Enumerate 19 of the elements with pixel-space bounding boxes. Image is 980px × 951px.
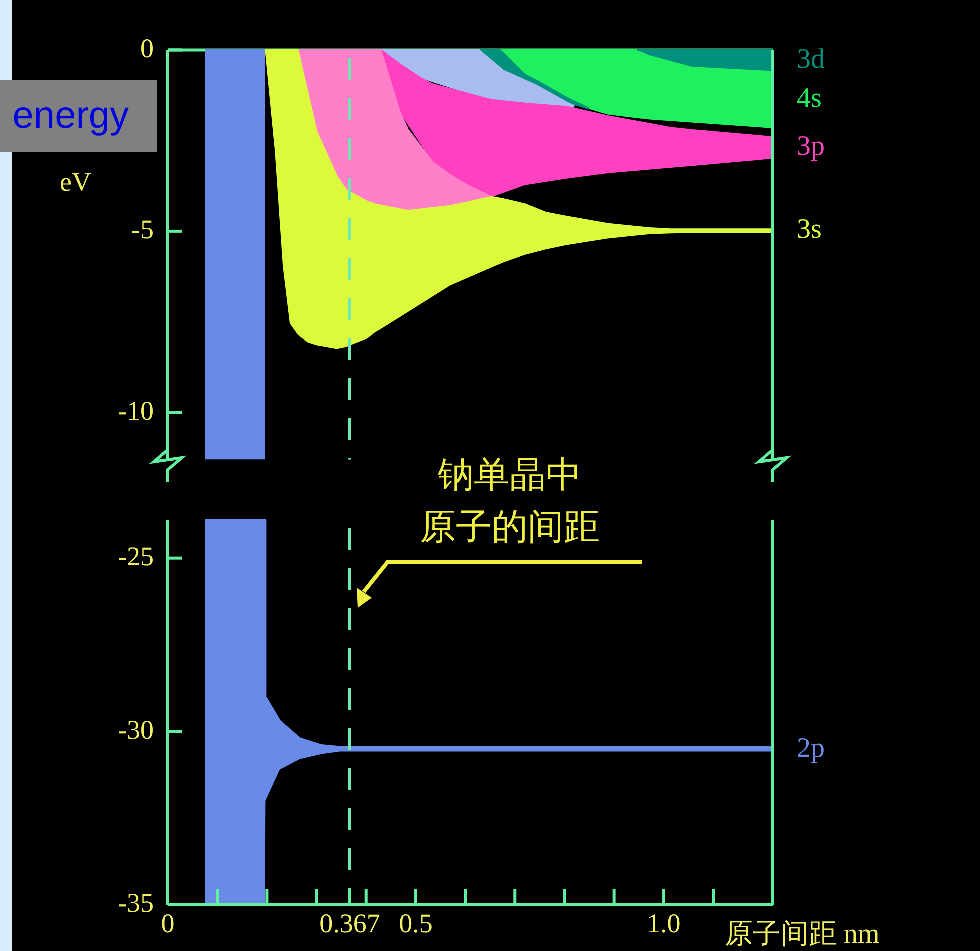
series-label: 4s [797, 82, 822, 115]
y-tick-label: -30 [118, 714, 154, 745]
y-axis-title: eV [60, 167, 92, 198]
x-tick-label: 0.5 [399, 908, 433, 938]
y-tick-label: -10 [118, 396, 154, 426]
y-tick-label: -25 [118, 541, 154, 572]
x-tick-label: 1.0 [647, 908, 681, 938]
ref-line-label: 钠单晶中原子的间距 [420, 455, 600, 548]
y-tick-label: -35 [118, 888, 154, 918]
series-label: 3s [797, 214, 822, 246]
x-tick-label: 0.367 [320, 908, 380, 938]
y-tick-label: -5 [132, 214, 154, 245]
x-tick-label: 0 [161, 908, 175, 938]
series-label: 3p [797, 131, 825, 164]
x-axis-title: 原子间距 nm [725, 918, 880, 951]
series-label: 2p [797, 732, 825, 765]
y-tick-label: 0 [140, 33, 154, 64]
text: energy [0, 80, 157, 152]
series-label: 3d [797, 44, 825, 76]
